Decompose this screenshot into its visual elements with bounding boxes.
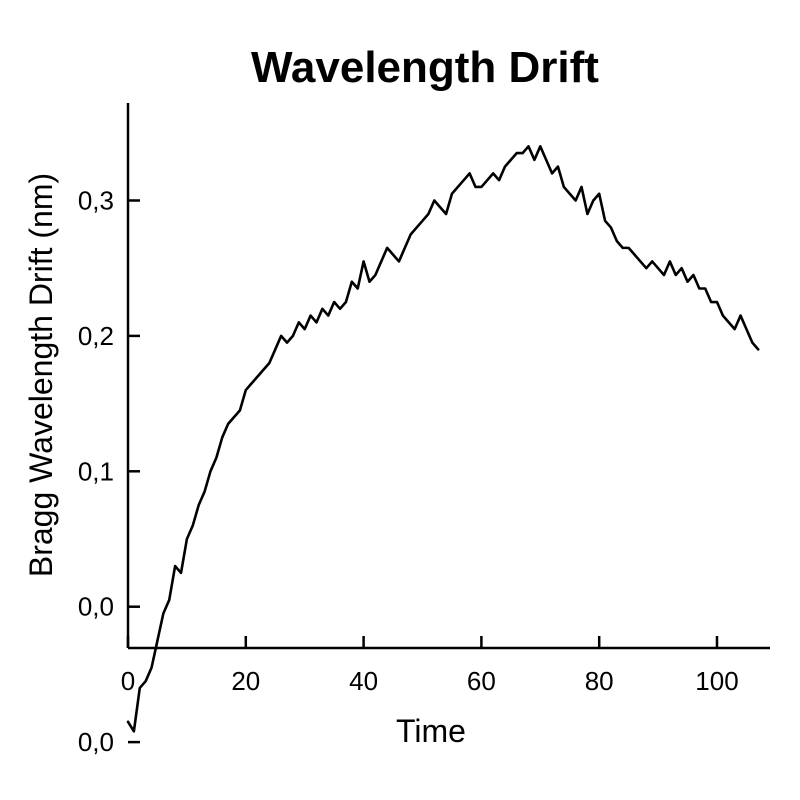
y-tick-label: 0,0 bbox=[78, 727, 114, 757]
chart-title: Wavelength Drift bbox=[251, 43, 599, 92]
y-axis-label-group: Bragg Wavelength Drift (nm) bbox=[23, 173, 59, 577]
y-axis-label: Bragg Wavelength Drift (nm) bbox=[23, 173, 59, 577]
x-tick-label: 80 bbox=[585, 666, 614, 696]
x-axis-ticks: 0 20 40 60 80 100 bbox=[121, 636, 739, 696]
y-tick-label: 0,3 bbox=[78, 185, 114, 215]
y-tick-label: 0,0 bbox=[78, 592, 114, 622]
x-axis-label: Time bbox=[396, 713, 466, 749]
y-axis-ticks: 0,0 0,0 0,1 0,2 0,3 bbox=[78, 185, 140, 757]
series-line bbox=[126, 145, 760, 733]
x-tick-label: 40 bbox=[349, 666, 378, 696]
x-tick-label: 20 bbox=[231, 666, 260, 696]
x-tick-label: 100 bbox=[695, 666, 738, 696]
series-group bbox=[126, 145, 760, 733]
x-tick-label: 0 bbox=[121, 666, 135, 696]
y-tick-label: 0,2 bbox=[78, 321, 114, 351]
x-tick-label: 60 bbox=[467, 666, 496, 696]
y-tick-label: 0,1 bbox=[78, 456, 114, 486]
